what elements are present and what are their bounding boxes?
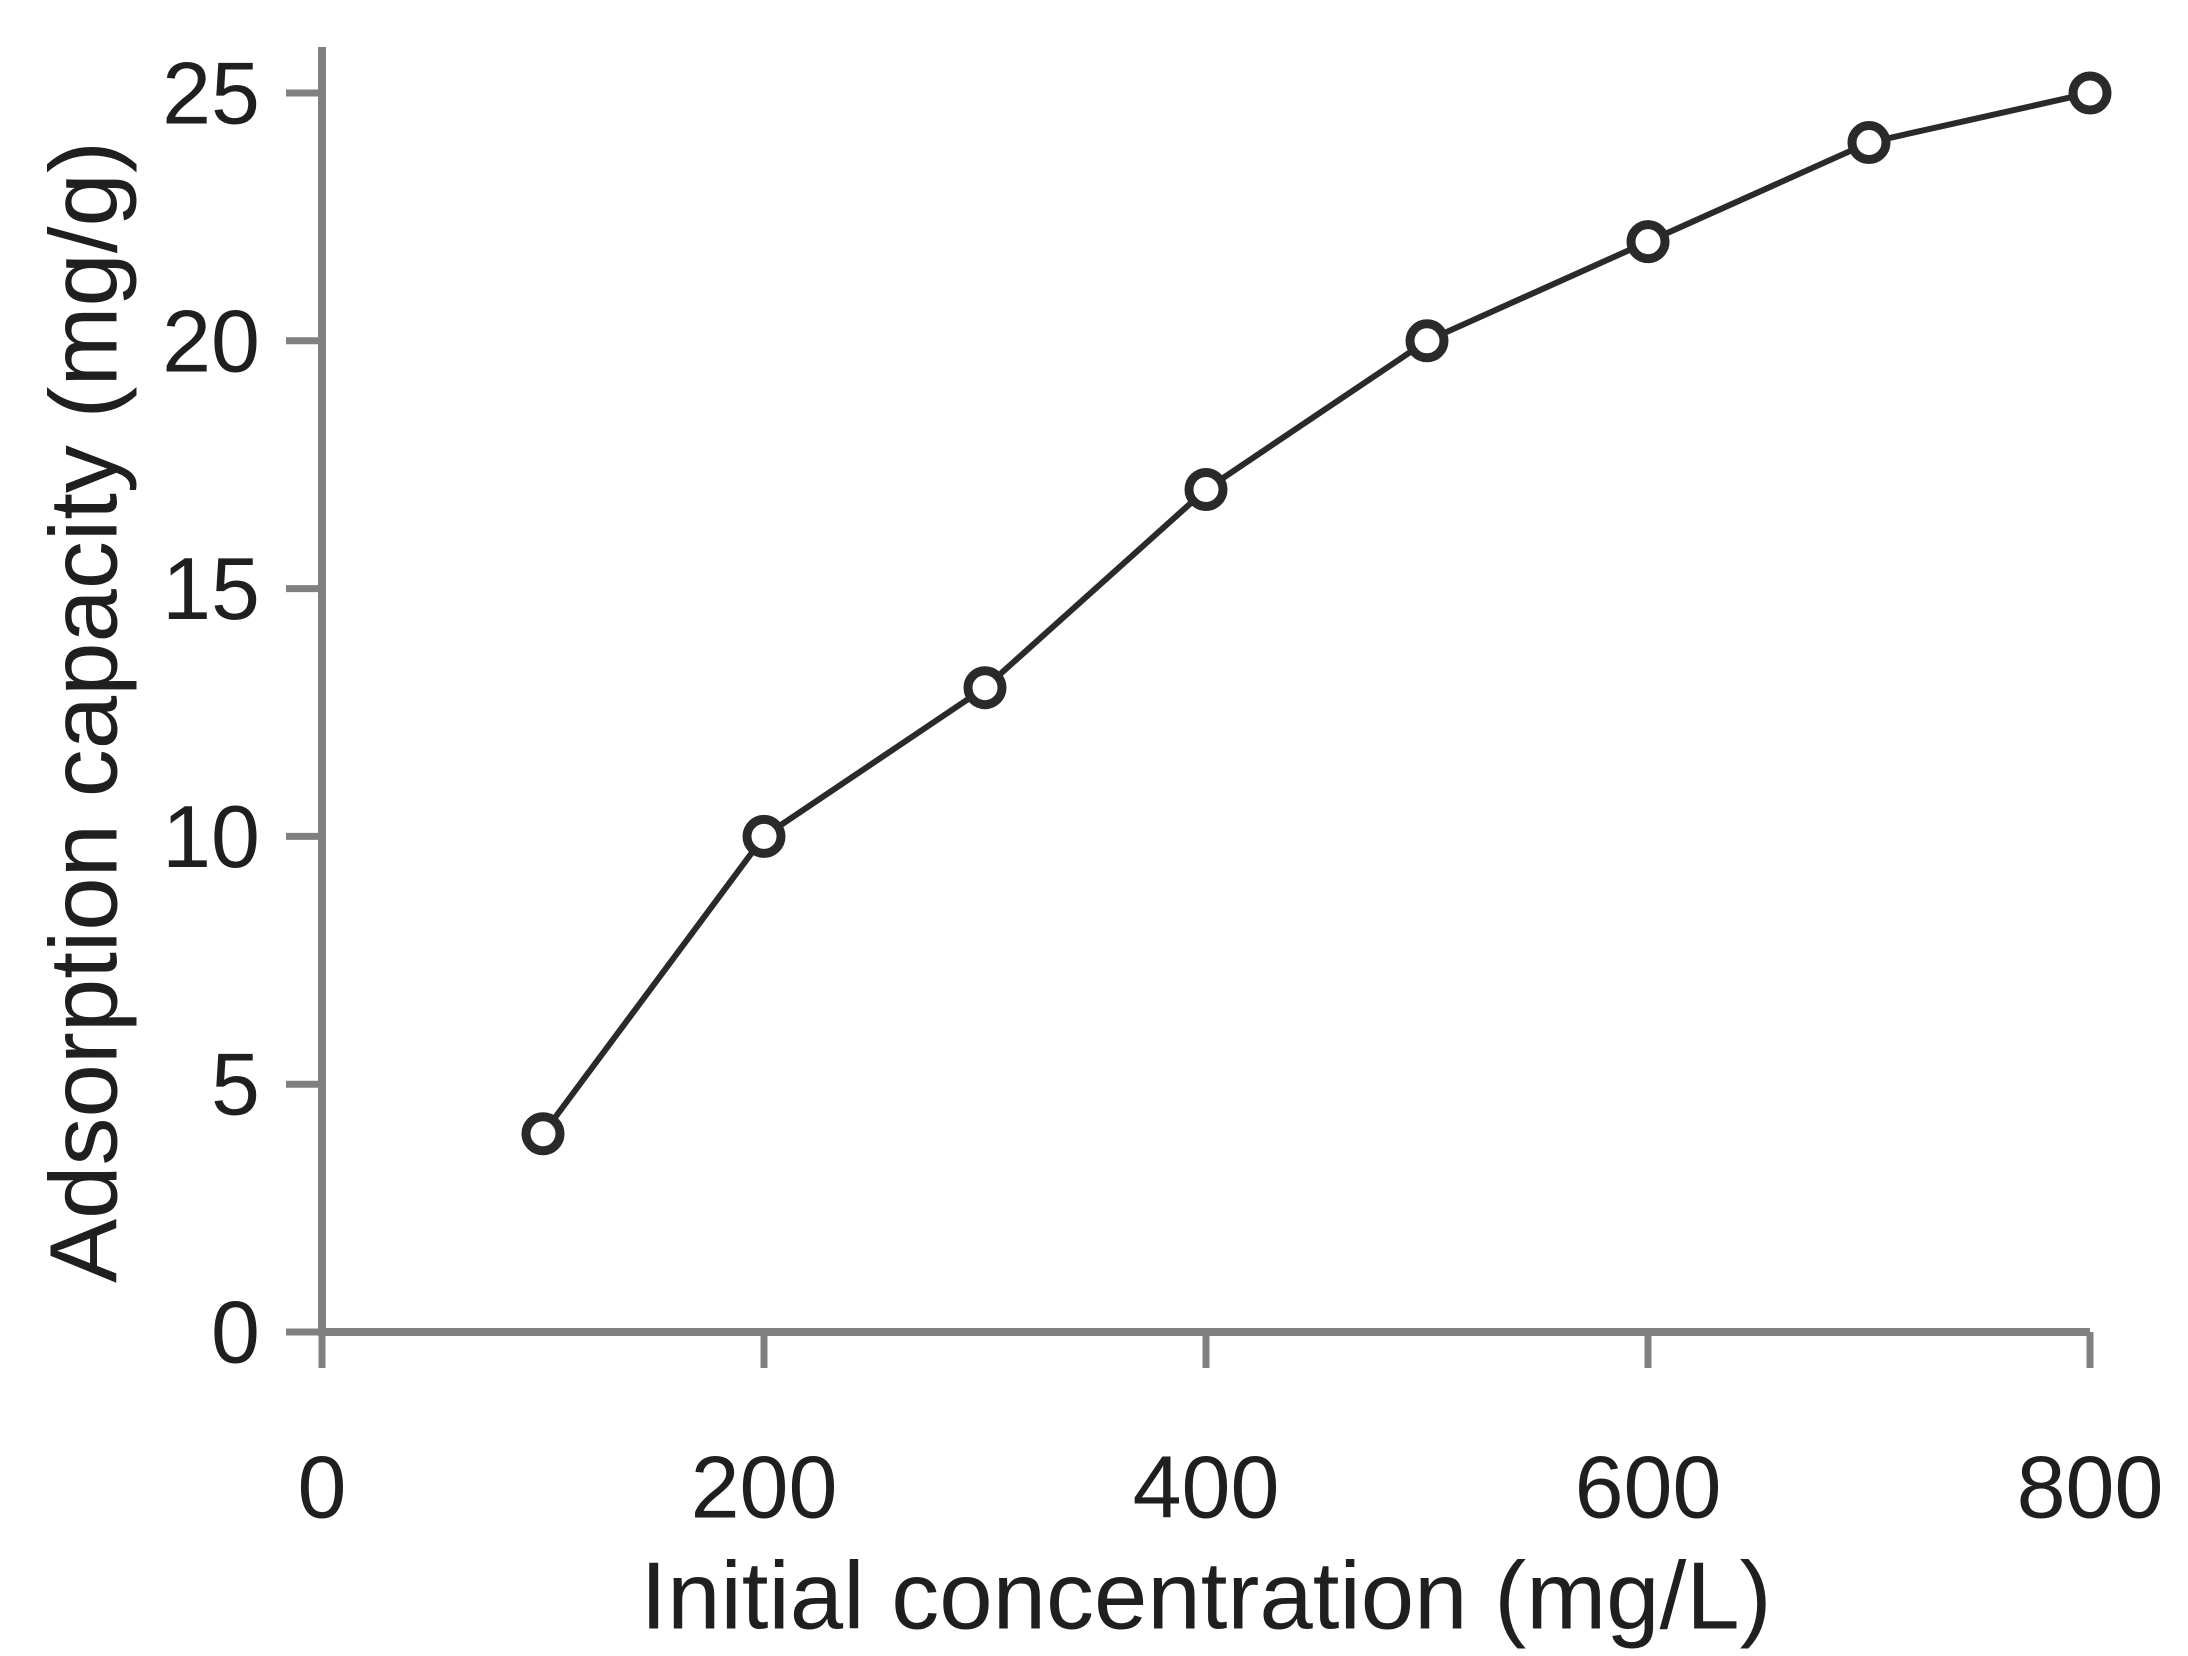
x-axis-title: Initial concentration (mg/L) xyxy=(640,1543,1771,1650)
x-tick-label: 0 xyxy=(298,1438,347,1537)
data-point-marker xyxy=(742,814,786,858)
x-tick-label: 600 xyxy=(1575,1438,1722,1537)
y-tick-label: 20 xyxy=(162,291,260,390)
x-tick-label: 200 xyxy=(691,1438,838,1537)
data-point-marker xyxy=(2068,71,2112,115)
y-tick-label: 10 xyxy=(162,787,260,886)
data-point-marker xyxy=(1405,319,1449,363)
data-point-marker xyxy=(521,1112,565,1156)
y-tick-label: 5 xyxy=(211,1035,260,1134)
y-tick-label: 0 xyxy=(211,1283,260,1382)
data-series-line xyxy=(540,90,2093,1137)
data-point-marker xyxy=(1847,121,1891,165)
data-point-marker xyxy=(1626,220,1670,264)
data-point-marker xyxy=(1184,467,1228,511)
y-axis-title: Adsorption capacity (mg/g) xyxy=(31,141,138,1283)
y-tick-label: 25 xyxy=(162,44,260,143)
y-tick-label: 15 xyxy=(162,539,260,638)
x-tick-label: 800 xyxy=(2017,1438,2164,1537)
x-tick-label: 400 xyxy=(1133,1438,1280,1537)
data-point-marker xyxy=(963,666,1007,710)
